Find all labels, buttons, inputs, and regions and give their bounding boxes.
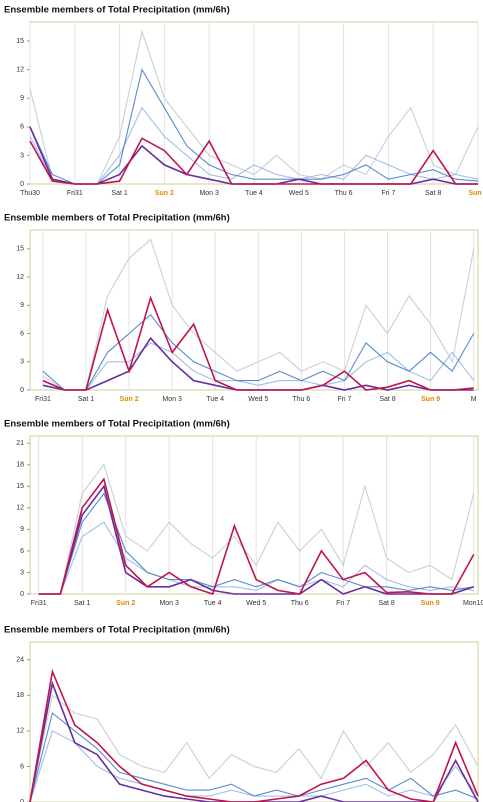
x-tick-label: Wed 5 xyxy=(289,190,309,197)
y-tick-label: 9 xyxy=(20,95,24,102)
x-tick-label: Wed 5 xyxy=(246,600,266,607)
y-tick-label: 15 xyxy=(16,38,24,45)
y-tick-label: 12 xyxy=(16,505,24,512)
chart-panel: Ensemble members of Total Precipitation … xyxy=(4,5,483,197)
chart-panel: Ensemble members of Total Precipitation … xyxy=(4,419,483,607)
y-tick-label: 0 xyxy=(20,181,24,188)
y-tick-label: 0 xyxy=(20,799,24,802)
x-tick-label: Mon 3 xyxy=(162,396,182,403)
y-tick-label: 15 xyxy=(16,246,24,253)
y-tick-label: 21 xyxy=(16,440,24,447)
member-line xyxy=(42,313,475,391)
y-tick-label: 0 xyxy=(20,591,24,598)
plot-area xyxy=(29,641,479,802)
x-tick-label: Mon 3 xyxy=(199,190,219,197)
y-tick-label: 6 xyxy=(20,548,24,555)
x-tick-label: Tue 4 xyxy=(245,190,263,197)
member-line xyxy=(29,106,479,185)
chart-panel: Ensemble members of Total Precipitation … xyxy=(4,625,479,802)
plot-area xyxy=(29,435,479,595)
member-line xyxy=(38,477,475,596)
x-tick-label: Sun 9 xyxy=(468,190,483,197)
x-tick-label: Sun 9 xyxy=(421,600,440,607)
x-tick-label: Thu 6 xyxy=(291,600,309,607)
chart-title: Ensemble members of Total Precipitation … xyxy=(4,625,230,636)
member-line xyxy=(29,68,479,185)
x-tick-label: Fri 7 xyxy=(337,396,351,403)
x-tick-label: Sat 1 xyxy=(111,190,127,197)
x-tick-label: Sun 2 xyxy=(155,190,174,197)
y-tick-label: 12 xyxy=(16,728,24,735)
x-tick-label: Fri31 xyxy=(35,396,51,403)
x-tick-label: Fri31 xyxy=(31,600,47,607)
x-tick-label: Wed 5 xyxy=(248,396,268,403)
member-line xyxy=(38,521,474,595)
x-tick-label: Thu 6 xyxy=(292,396,310,403)
member-line xyxy=(29,694,479,802)
y-tick-label: 6 xyxy=(20,124,24,131)
x-tick-label: Fri31 xyxy=(67,190,83,197)
x-tick-label: Tue 4 xyxy=(206,396,224,403)
x-tick-label: Sun 2 xyxy=(120,396,139,403)
chart-title: Ensemble members of Total Precipitation … xyxy=(4,213,230,224)
member-line xyxy=(42,342,475,391)
x-tick-label: Fri 7 xyxy=(336,600,350,607)
member-line xyxy=(29,680,479,802)
y-tick-label: 3 xyxy=(20,152,24,159)
y-tick-label: 3 xyxy=(20,569,24,576)
chart-title: Ensemble members of Total Precipitation … xyxy=(4,5,230,16)
x-tick-label: Mon10 xyxy=(463,600,483,607)
member-line xyxy=(42,295,474,391)
y-tick-label: 6 xyxy=(20,763,24,770)
y-tick-label: 18 xyxy=(16,462,24,469)
member-line xyxy=(38,463,475,595)
member-line xyxy=(29,137,478,185)
y-tick-label: 9 xyxy=(20,526,24,533)
x-tick-label: Tue 4 xyxy=(204,600,222,607)
x-tick-label: Sat 1 xyxy=(78,396,94,403)
x-tick-label: M xyxy=(471,396,477,403)
member-line xyxy=(38,484,474,595)
member-line xyxy=(29,668,479,802)
y-tick-label: 12 xyxy=(16,66,24,73)
y-tick-label: 12 xyxy=(16,274,24,281)
x-tick-label: Thu 6 xyxy=(335,190,353,197)
x-tick-label: Sat 8 xyxy=(379,396,395,403)
x-tick-label: Sat 8 xyxy=(425,190,441,197)
x-tick-label: Mon 3 xyxy=(159,600,179,607)
x-tick-label: Sat 8 xyxy=(378,600,394,607)
chart-title: Ensemble members of Total Precipitation … xyxy=(4,419,230,430)
member-line xyxy=(42,238,475,391)
y-tick-label: 0 xyxy=(20,387,24,394)
y-tick-label: 18 xyxy=(16,692,24,699)
x-tick-label: Sun 2 xyxy=(116,600,135,607)
x-tick-label: Fri 7 xyxy=(381,190,395,197)
x-tick-label: Sat 1 xyxy=(74,600,90,607)
member-line xyxy=(29,712,479,802)
x-tick-label: Thu30 xyxy=(20,190,40,197)
x-tick-label: Sun 9 xyxy=(421,396,440,403)
y-tick-label: 24 xyxy=(16,657,24,664)
y-tick-label: 15 xyxy=(16,483,24,490)
plot-area xyxy=(29,229,479,391)
y-tick-label: 3 xyxy=(20,359,24,366)
member-line xyxy=(29,29,479,185)
y-tick-label: 9 xyxy=(20,302,24,309)
chart-panel: Ensemble members of Total Precipitation … xyxy=(4,213,479,403)
y-tick-label: 6 xyxy=(20,330,24,337)
